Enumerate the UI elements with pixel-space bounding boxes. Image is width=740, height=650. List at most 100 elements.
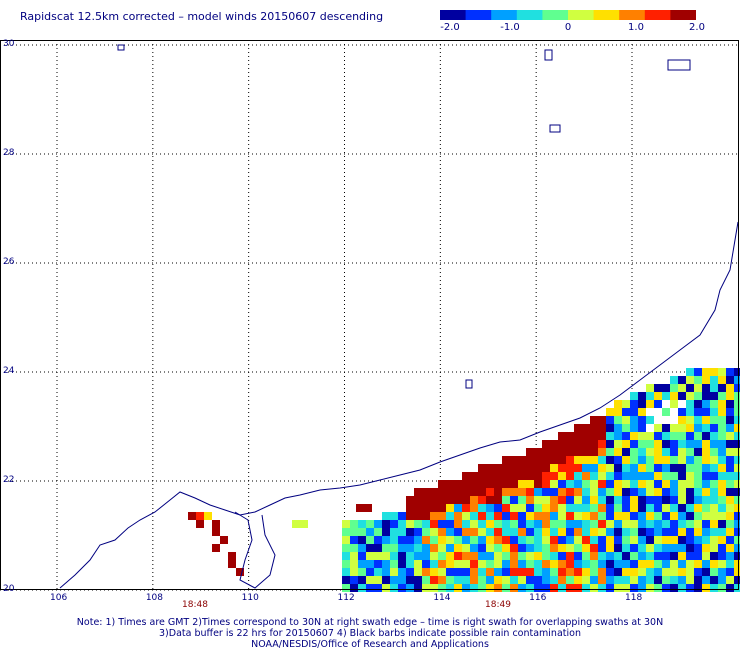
wind-cell (718, 440, 726, 448)
wind-cell (678, 520, 686, 528)
wind-cell (534, 552, 542, 560)
wind-cell (694, 576, 702, 584)
wind-cell (734, 552, 740, 560)
wind-cell (526, 528, 534, 536)
wind-cell (550, 496, 558, 504)
wind-cell (686, 496, 694, 504)
wind-cell (574, 560, 582, 568)
wind-cell (558, 568, 566, 576)
wind-cell (606, 512, 614, 520)
wind-cell (558, 512, 566, 520)
wind-cell (406, 536, 414, 544)
wind-cell (598, 416, 606, 424)
wind-cell (726, 408, 734, 416)
wind-cell (710, 512, 718, 520)
wind-cell (710, 392, 718, 400)
wind-cell (566, 576, 574, 584)
wind-cell (694, 384, 702, 392)
wind-cell (662, 488, 670, 496)
colorbar-segment (516, 10, 543, 20)
wind-cell (558, 520, 566, 528)
wind-cell (734, 392, 740, 400)
wind-cell (630, 552, 638, 560)
wind-cell (454, 560, 462, 568)
wind-cell (478, 480, 486, 488)
wind-cell (502, 480, 510, 488)
wind-cell (726, 536, 734, 544)
wind-cell (598, 560, 606, 568)
wind-cell (542, 504, 550, 512)
wind-cell (734, 432, 740, 440)
wind-cell (622, 536, 630, 544)
wind-cell (590, 416, 598, 424)
wind-cell (646, 448, 654, 456)
lat-label: 24 (3, 366, 15, 376)
wind-cell (702, 392, 710, 400)
wind-cell (726, 416, 734, 424)
wind-cell (494, 472, 502, 480)
wind-cell (614, 544, 622, 552)
wind-cell (462, 488, 470, 496)
wind-cell (342, 568, 350, 576)
wind-cell (374, 528, 382, 536)
wind-cell (694, 472, 702, 480)
wind-cell (638, 472, 646, 480)
wind-cell (566, 440, 574, 448)
wind-cell (662, 584, 670, 592)
wind-cell (630, 528, 638, 536)
wind-cell (494, 576, 502, 584)
wind-cell (702, 424, 710, 432)
wind-cell (630, 408, 638, 416)
wind-cell (734, 528, 740, 536)
wind-cell (630, 392, 638, 400)
wind-cell (654, 432, 662, 440)
lon-label: 108 (145, 593, 164, 603)
wind-cell (494, 544, 502, 552)
wind-cell (486, 560, 494, 568)
wind-cell (694, 456, 702, 464)
wind-cell (526, 552, 534, 560)
wind-cell (694, 392, 702, 400)
wind-cell (702, 496, 710, 504)
wind-cell (702, 432, 710, 440)
wind-cell (678, 544, 686, 552)
wind-cell (702, 560, 710, 568)
wind-cell (462, 536, 470, 544)
wind-cell (678, 584, 686, 592)
wind-cell (590, 584, 598, 592)
wind-cell (366, 576, 374, 584)
wind-cell (350, 584, 358, 592)
wind-cell (662, 504, 670, 512)
wind-cell (374, 584, 382, 592)
wind-cell (462, 544, 470, 552)
wind-cell (654, 496, 662, 504)
wind-cell (638, 440, 646, 448)
wind-cell (422, 520, 430, 528)
wind-cell (550, 520, 558, 528)
wind-cell (710, 400, 718, 408)
wind-cell (574, 552, 582, 560)
wind-cell (710, 568, 718, 576)
wind-cell (350, 576, 358, 584)
wind-cell (542, 552, 550, 560)
wind-cell (470, 536, 478, 544)
wind-cell (438, 544, 446, 552)
lat-label: 20 (3, 584, 15, 594)
wind-cell (398, 560, 406, 568)
wind-cell (542, 568, 550, 576)
wind-cell (694, 496, 702, 504)
wind-cell (558, 472, 566, 480)
wind-cell (542, 480, 550, 488)
wind-cell (734, 384, 740, 392)
wind-cell (710, 584, 718, 592)
wind-cell (614, 560, 622, 568)
wind-cell (726, 552, 734, 560)
wind-cell (694, 448, 702, 456)
wind-cell (414, 544, 422, 552)
wind-cell (486, 528, 494, 536)
wind-cell (438, 552, 446, 560)
wind-cell (478, 536, 486, 544)
wind-cell (342, 536, 350, 544)
wind-cell (606, 568, 614, 576)
wind-cell (670, 552, 678, 560)
